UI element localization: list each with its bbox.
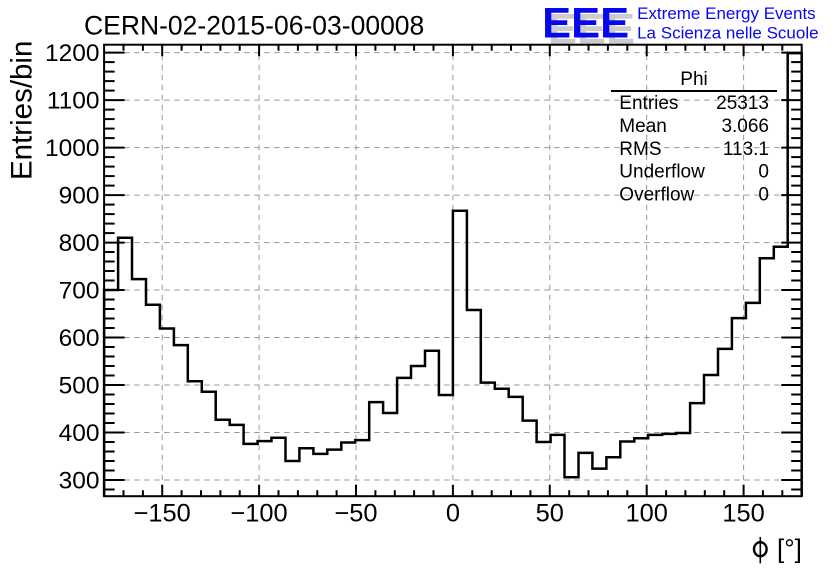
svg-text:900: 900: [59, 183, 100, 210]
svg-text:150: 150: [722, 500, 764, 528]
svg-text:Overflow: Overflow: [619, 185, 694, 206]
svg-text:400: 400: [59, 420, 100, 447]
svg-text:RMS: RMS: [619, 139, 661, 160]
svg-text:Entries: Entries: [619, 93, 678, 114]
svg-text:113.1: 113.1: [723, 139, 769, 160]
svg-text:Underflow: Underflow: [619, 162, 705, 183]
svg-text:−150: −150: [134, 500, 191, 528]
svg-text:0: 0: [758, 185, 769, 206]
svg-text:700: 700: [59, 278, 100, 305]
svg-text:0: 0: [446, 500, 460, 528]
svg-text:25313: 25313: [716, 93, 769, 114]
svg-text:Mean: Mean: [619, 116, 667, 137]
svg-text:50: 50: [536, 500, 564, 528]
svg-text:300: 300: [59, 468, 100, 495]
svg-text:Extreme Energy Events: Extreme Energy Events: [637, 4, 816, 23]
svg-text:0: 0: [758, 162, 769, 183]
svg-text:CERN-02-2015-06-03-00008: CERN-02-2015-06-03-00008: [84, 10, 424, 40]
svg-text:EEE: EEE: [542, 1, 629, 48]
svg-text:La Scienza nelle Scuole: La Scienza nelle Scuole: [637, 23, 818, 42]
svg-text:800: 800: [59, 230, 100, 257]
svg-text:−50: −50: [334, 500, 377, 528]
svg-text:1200: 1200: [45, 40, 100, 67]
svg-text:500: 500: [59, 373, 100, 400]
svg-text:100: 100: [626, 500, 668, 528]
svg-text:[°]: [°]: [777, 534, 802, 564]
svg-text:1000: 1000: [45, 135, 100, 162]
svg-text:3.066: 3.066: [721, 116, 769, 137]
svg-text:1100: 1100: [47, 88, 100, 115]
svg-text:Entries/bin: Entries/bin: [6, 41, 39, 180]
svg-text:−100: −100: [230, 500, 287, 528]
svg-text:600: 600: [59, 325, 100, 352]
svg-text:EEE: EEE: [548, 6, 635, 53]
svg-text:Phi: Phi: [680, 69, 707, 90]
